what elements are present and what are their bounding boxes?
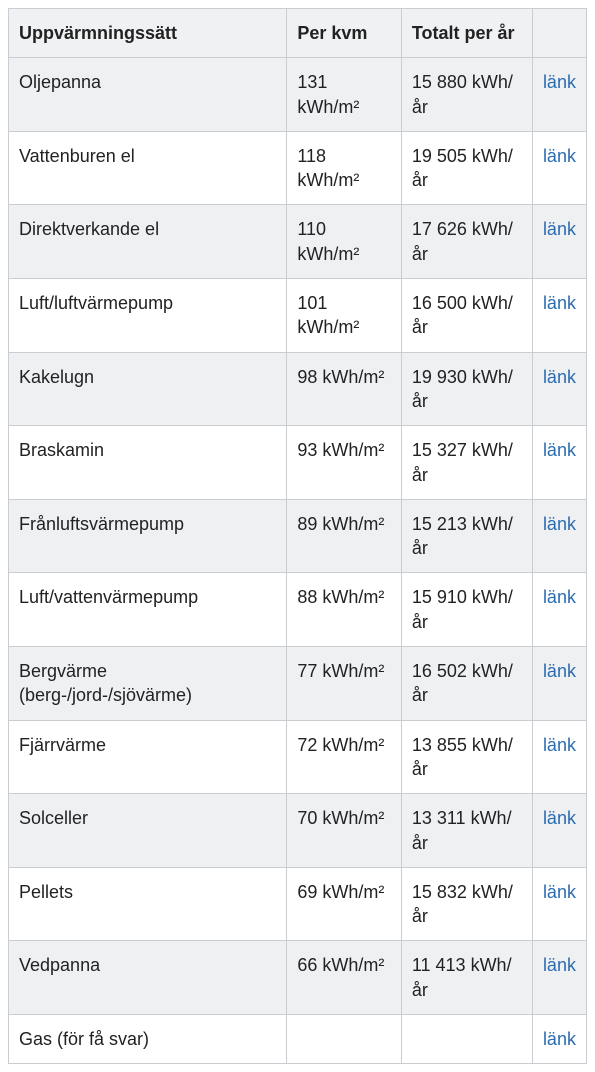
table-row: Gas (för få svar) länk [9, 1015, 587, 1064]
cell-totalt: 11 413 kWh/år [401, 941, 532, 1015]
cell-totalt: 15 910 kWh/år [401, 573, 532, 647]
cell-totalt: 16 502 kWh/år [401, 647, 532, 721]
cell-totalt: 15 880 kWh/år [401, 58, 532, 132]
cell-link: länk [532, 426, 586, 500]
row-link[interactable]: länk [543, 661, 576, 681]
col-header-totalt: Totalt per år [401, 9, 532, 58]
table-row: Solceller70 kWh/m²13 311 kWh/år länk [9, 794, 587, 868]
cell-name: Kakelugn [9, 352, 287, 426]
cell-link: länk [532, 867, 586, 941]
cell-totalt: 15 327 kWh/år [401, 426, 532, 500]
cell-link: länk [532, 131, 586, 205]
cell-link: länk [532, 58, 586, 132]
col-header-name: Uppvärmningssätt [9, 9, 287, 58]
cell-name: Luft/vattenvärmepump [9, 573, 287, 647]
cell-name: Solceller [9, 794, 287, 868]
row-link[interactable]: länk [543, 1029, 576, 1049]
cell-name: Gas (för få svar) [9, 1015, 287, 1064]
cell-per-kvm: 72 kWh/m² [287, 720, 402, 794]
cell-name: Pellets [9, 867, 287, 941]
row-link[interactable]: länk [543, 146, 576, 166]
cell-per-kvm: 69 kWh/m² [287, 867, 402, 941]
table-row: Luft/vattenvärmepump88 kWh/m²15 910 kWh/… [9, 573, 587, 647]
cell-link: länk [532, 352, 586, 426]
table-row: Bergvärme (berg-/jord-/sjövärme)77 kWh/m… [9, 647, 587, 721]
cell-totalt: 15 213 kWh/år [401, 499, 532, 573]
row-link[interactable]: länk [543, 514, 576, 534]
cell-name: Frånluftsvärmepump [9, 499, 287, 573]
cell-totalt [401, 1015, 532, 1064]
table-row: Vedpanna66 kWh/m²11 413 kWh/år länk [9, 941, 587, 1015]
cell-per-kvm: 70 kWh/m² [287, 794, 402, 868]
cell-per-kvm: 131 kWh/m² [287, 58, 402, 132]
cell-name: Braskamin [9, 426, 287, 500]
cell-link: länk [532, 647, 586, 721]
table-row: Frånluftsvärmepump89 kWh/m²15 213 kWh/år… [9, 499, 587, 573]
cell-per-kvm: 101 kWh/m² [287, 279, 402, 353]
row-link[interactable]: länk [543, 367, 576, 387]
row-link[interactable]: länk [543, 735, 576, 755]
cell-totalt: 17 626 kWh/år [401, 205, 532, 279]
col-header-perkvm: Per kvm [287, 9, 402, 58]
cell-link: länk [532, 573, 586, 647]
cell-link: länk [532, 794, 586, 868]
cell-totalt: 13 855 kWh/år [401, 720, 532, 794]
cell-per-kvm: 93 kWh/m² [287, 426, 402, 500]
cell-link: länk [532, 1015, 586, 1064]
cell-link: länk [532, 720, 586, 794]
row-link[interactable]: länk [543, 808, 576, 828]
cell-per-kvm: 77 kWh/m² [287, 647, 402, 721]
table-header-row: Uppvärmningssätt Per kvm Totalt per år [9, 9, 587, 58]
cell-link: länk [532, 279, 586, 353]
cell-name: Vedpanna [9, 941, 287, 1015]
cell-name: Fjärrvärme [9, 720, 287, 794]
cell-name: Luft/luftvärmepump [9, 279, 287, 353]
table-row: Pellets69 kWh/m²15 832 kWh/år länk [9, 867, 587, 941]
cell-totalt: 19 505 kWh/år [401, 131, 532, 205]
cell-link: länk [532, 205, 586, 279]
row-link[interactable]: länk [543, 882, 576, 902]
row-link[interactable]: länk [543, 955, 576, 975]
table-row: Kakelugn98 kWh/m²19 930 kWh/år länk [9, 352, 587, 426]
cell-link: länk [532, 499, 586, 573]
table-row: Braskamin93 kWh/m²15 327 kWh/år länk [9, 426, 587, 500]
cell-per-kvm [287, 1015, 402, 1064]
row-link[interactable]: länk [543, 587, 576, 607]
cell-name: Vattenburen el [9, 131, 287, 205]
table-body: Oljepanna131 kWh/m²15 880 kWh/årlänkVatt… [9, 58, 587, 1064]
cell-totalt: 16 500 kWh/år [401, 279, 532, 353]
cell-per-kvm: 110 kWh/m² [287, 205, 402, 279]
cell-totalt: 13 311 kWh/år [401, 794, 532, 868]
cell-name: Bergvärme (berg-/jord-/sjövärme) [9, 647, 287, 721]
table-row: Luft/luftvärmepump101 kWh/m²16 500 kWh/å… [9, 279, 587, 353]
cell-per-kvm: 66 kWh/m² [287, 941, 402, 1015]
cell-name: Oljepanna [9, 58, 287, 132]
table-row: Oljepanna131 kWh/m²15 880 kWh/år länk [9, 58, 587, 132]
row-link[interactable]: länk [543, 440, 576, 460]
cell-per-kvm: 118 kWh/m² [287, 131, 402, 205]
cell-per-kvm: 88 kWh/m² [287, 573, 402, 647]
row-link[interactable]: länk [543, 72, 576, 92]
row-link[interactable]: länk [543, 293, 576, 313]
cell-totalt: 15 832 kWh/år [401, 867, 532, 941]
heating-table: Uppvärmningssätt Per kvm Totalt per år O… [8, 8, 587, 1064]
cell-per-kvm: 98 kWh/m² [287, 352, 402, 426]
cell-name: Direktverkande el [9, 205, 287, 279]
cell-totalt: 19 930 kWh/år [401, 352, 532, 426]
table-row: Vattenburen el118 kWh/m²19 505 kWh/år län… [9, 131, 587, 205]
table-row: Direktverkande el110 kWh/m²17 626 kWh/år… [9, 205, 587, 279]
col-header-link [532, 9, 586, 58]
row-link[interactable]: länk [543, 219, 576, 239]
table-row: Fjärrvärme72 kWh/m²13 855 kWh/år länk [9, 720, 587, 794]
cell-per-kvm: 89 kWh/m² [287, 499, 402, 573]
cell-link: länk [532, 941, 586, 1015]
